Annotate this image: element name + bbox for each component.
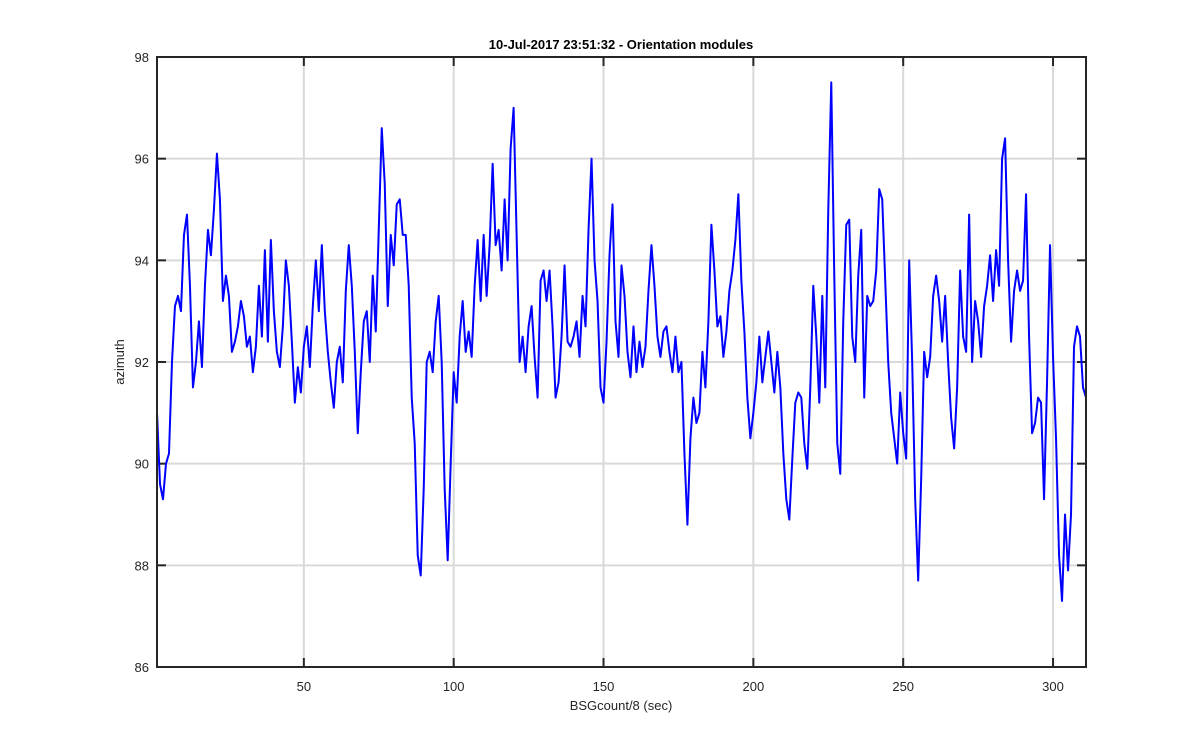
- x-tick-label: 300: [1042, 679, 1064, 694]
- x-axis-label: BSGcount/8 (sec): [570, 698, 673, 713]
- x-tick-label: 150: [593, 679, 615, 694]
- x-tick-label: 100: [443, 679, 465, 694]
- y-tick-label: 90: [135, 457, 149, 472]
- y-tick-label: 94: [135, 253, 149, 268]
- chart-title: 10-Jul-2017 23:51:32 - Orientation modul…: [489, 37, 753, 52]
- x-tick-label: 250: [892, 679, 914, 694]
- y-tick-label: 98: [135, 50, 149, 65]
- axes-box: [156, 56, 1087, 668]
- x-tick-label: 50: [297, 679, 311, 694]
- y-tick-label: 96: [135, 152, 149, 167]
- y-tick-label: 88: [135, 558, 149, 573]
- y-tick-label: 86: [135, 660, 149, 675]
- data-line: [156, 81, 1087, 602]
- y-tick-label: 92: [135, 355, 149, 370]
- x-tick-label: 200: [743, 679, 765, 694]
- y-axis-label: azimuth: [112, 339, 127, 385]
